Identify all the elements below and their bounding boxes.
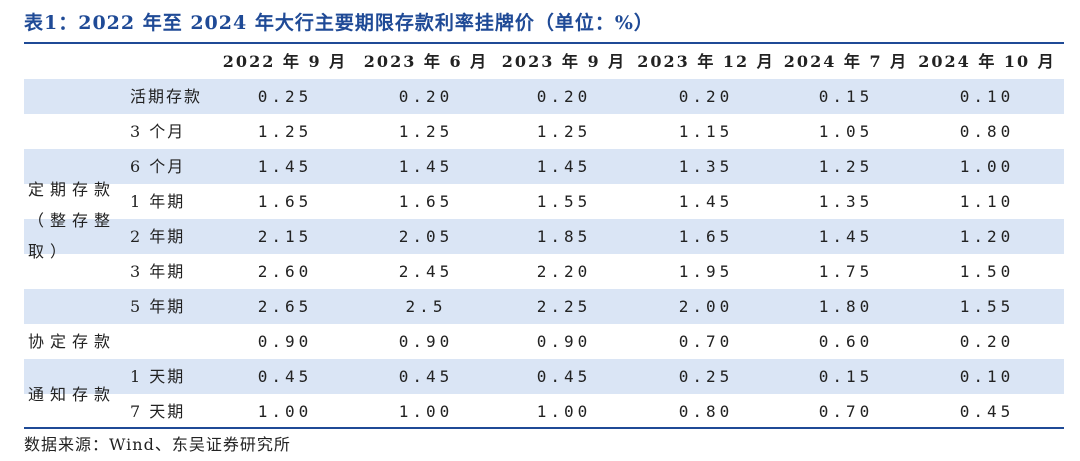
table-row: 5 年期 2.65 2.5 2.25 2.00 1.80 1.55 <box>24 289 1064 324</box>
row-label: 活期存款 <box>130 87 203 106</box>
table-cell: 1.35 <box>818 192 874 211</box>
table-header-row: 2022 年 9 月 2023 年 6 月 2023 年 9 月 2023 年 … <box>24 44 1064 79</box>
row-label: 1 天期 <box>130 367 186 386</box>
row-label: 3 年期 <box>130 262 186 281</box>
table-cell: 1.00 <box>257 402 313 421</box>
row-label: 6 个月 <box>130 157 186 176</box>
table-cell: 2.25 <box>536 297 592 316</box>
table-cell: 1.35 <box>678 157 734 176</box>
table-cell: 2.20 <box>536 262 592 281</box>
table-cell: 1.00 <box>536 402 592 421</box>
column-header: 2024 年 10 月 <box>918 52 1056 71</box>
table-cell: 2.45 <box>398 262 454 281</box>
table-cell: 1.45 <box>398 157 454 176</box>
table-row: 1 天期 0.45 0.45 0.45 0.25 0.15 0.10 <box>24 359 1064 394</box>
table-cell: 2.60 <box>257 262 313 281</box>
table-cell: 1.45 <box>257 157 313 176</box>
group-label-line: （整存整 <box>28 211 117 230</box>
table-cell: 1.80 <box>818 297 874 316</box>
column-header: 2023 年 6 月 <box>363 52 489 71</box>
table-cell: 1.55 <box>536 192 592 211</box>
table-cell: 1.05 <box>818 122 874 141</box>
column-header: 2023 年 9 月 <box>501 52 627 71</box>
table-cell: 0.20 <box>536 87 592 106</box>
table-cell: 1.65 <box>678 227 734 246</box>
row-label: 2 年期 <box>130 227 186 246</box>
table-cell: 0.45 <box>536 367 592 386</box>
table-cell: 2.15 <box>257 227 313 246</box>
table-cell: 0.45 <box>257 367 313 386</box>
table-cell: 0.60 <box>818 332 874 351</box>
table-cell: 0.20 <box>678 87 734 106</box>
table-cell: 0.80 <box>959 122 1015 141</box>
table-cell: 1.65 <box>257 192 313 211</box>
table-cell: 0.15 <box>818 87 874 106</box>
table-cell: 1.45 <box>536 157 592 176</box>
table-row: 3 年期 2.60 2.45 2.20 1.95 1.75 1.50 <box>24 254 1064 289</box>
table-cell: 0.80 <box>678 402 734 421</box>
table-cell: 0.10 <box>959 367 1015 386</box>
group-label-line: 取） <box>28 242 73 261</box>
table-cell: 0.90 <box>536 332 592 351</box>
table-cell: 2.05 <box>398 227 454 246</box>
table-cell: 0.45 <box>959 402 1015 421</box>
table-cell: 1.25 <box>818 157 874 176</box>
table-cell: 1.10 <box>959 192 1015 211</box>
table-cell: 1.00 <box>398 402 454 421</box>
table-cell: 1.85 <box>536 227 592 246</box>
table-cell: 1.25 <box>536 122 592 141</box>
table-cell: 1.45 <box>818 227 874 246</box>
row-label: 5 年期 <box>130 297 186 316</box>
table-row: 1 年期 1.65 1.65 1.55 1.45 1.35 1.10 <box>24 184 1064 219</box>
table-cell: 1.75 <box>818 262 874 281</box>
table-cell: 1.25 <box>398 122 454 141</box>
row-label <box>130 324 230 359</box>
table-row: 7 天期 1.00 1.00 1.00 0.80 0.70 0.45 <box>24 394 1064 429</box>
column-header: 2023 年 12 月 <box>637 52 775 71</box>
table-cell: 0.70 <box>678 332 734 351</box>
source-note: 数据来源：Wind、东吴证券研究所 <box>24 435 291 454</box>
table-cell: 1.50 <box>959 262 1015 281</box>
table-cell: 0.25 <box>678 367 734 386</box>
row-label: 1 年期 <box>130 192 186 211</box>
table-cell: 0.20 <box>398 87 454 106</box>
table-cell: 1.65 <box>398 192 454 211</box>
table-cell: 0.15 <box>818 367 874 386</box>
table-cell: 1.15 <box>678 122 734 141</box>
table-cell: 1.95 <box>678 262 734 281</box>
table-row: 0.90 0.90 0.90 0.70 0.60 0.20 <box>24 324 1064 359</box>
table-cell: 2.65 <box>257 297 313 316</box>
group-label-agreement-deposit: 协定存款 <box>28 332 117 351</box>
table-cell: 0.90 <box>398 332 454 351</box>
table-cell: 0.45 <box>398 367 454 386</box>
table-cell: 0.10 <box>959 87 1015 106</box>
row-label: 3 个月 <box>130 122 186 141</box>
column-header: 2022 年 9 月 <box>222 52 348 71</box>
table-row: 6 个月 1.45 1.45 1.45 1.35 1.25 1.00 <box>24 149 1064 184</box>
table-cell: 1.25 <box>257 122 313 141</box>
table-cell: 0.70 <box>818 402 874 421</box>
table-cell: 1.20 <box>959 227 1015 246</box>
table-row: 3 个月 1.25 1.25 1.25 1.15 1.05 0.80 <box>24 114 1064 149</box>
table-row: 2 年期 2.15 2.05 1.85 1.65 1.45 1.20 <box>24 219 1064 254</box>
table-cell: 0.25 <box>257 87 313 106</box>
table-cell: 2.00 <box>678 297 734 316</box>
table-cell: 2.5 <box>405 297 447 316</box>
table-cell: 0.90 <box>257 332 313 351</box>
bottom-rule <box>24 427 1064 429</box>
table-title: 表1：2022 年至 2024 年大行主要期限存款利率挂牌价（单位：%） <box>24 12 654 34</box>
group-label-line: 定期存款 <box>28 180 117 199</box>
row-label: 7 天期 <box>130 402 186 421</box>
group-label-fixed-deposit: 定期存款 （整存整 取） <box>28 174 116 267</box>
group-label-call-deposit: 通知存款 <box>28 385 117 404</box>
table-cell: 1.55 <box>959 297 1015 316</box>
table-row: 活期存款 0.25 0.20 0.20 0.20 0.15 0.10 <box>24 79 1064 114</box>
top-rule <box>24 42 1064 44</box>
table-cell: 1.45 <box>678 192 734 211</box>
table-cell: 0.20 <box>959 332 1015 351</box>
column-header: 2024 年 7 月 <box>783 52 909 71</box>
table-cell: 1.00 <box>959 157 1015 176</box>
